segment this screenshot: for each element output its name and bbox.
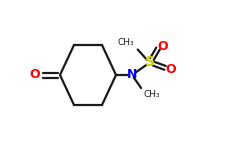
- Text: CH₃: CH₃: [117, 38, 134, 46]
- Text: O: O: [166, 63, 176, 76]
- Text: S: S: [145, 55, 155, 69]
- Text: O: O: [30, 69, 40, 81]
- Text: O: O: [158, 40, 168, 53]
- Text: CH₃: CH₃: [143, 90, 160, 99]
- Text: N: N: [127, 69, 137, 81]
